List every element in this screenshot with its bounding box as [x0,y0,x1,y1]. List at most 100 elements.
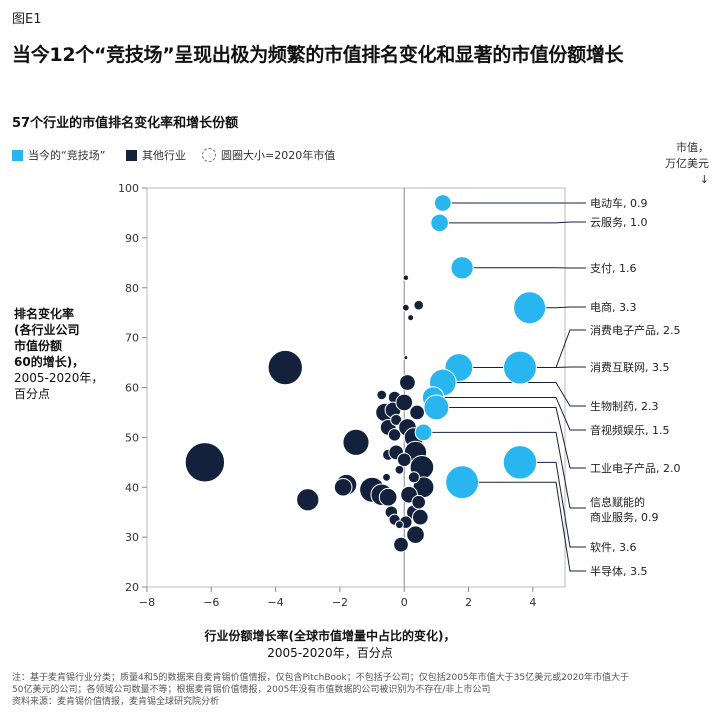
leader-line [540,306,586,309]
other-industry-point [402,274,410,282]
legend-swatch-other [126,149,137,161]
leader-line [440,396,586,431]
x-tick-label: 2 [465,596,472,609]
other-industry-point [378,487,398,507]
other-industry-point [296,488,320,512]
other-industry-point [411,508,429,526]
arena-point [503,350,537,385]
leader-line [531,366,586,369]
size-circle-icon [202,148,216,162]
other-industry-point [333,477,353,497]
legend-other: 其他行业 [126,147,186,163]
x-tick-label: 0 [401,596,408,609]
other-industry-point [401,303,410,312]
arena-label: 半导体, 3.5 [590,564,648,578]
arena-label: 消费互联网, 3.5 [590,360,670,374]
source-line: 资料来源：麦肯锡价值情报，麦肯锡全球研究院分析 [12,697,220,707]
other-industry-point [395,393,414,412]
chart-axes: 20 30 40 50 60 70 80 90 100 −8 −6 −4 −2 0 2 4 [118,182,566,609]
other-industry-point [409,404,425,421]
y-axis-label-line: (各行业公司 [14,323,80,337]
arena-label: 生物制药, 2.3 [590,399,659,413]
y-axis-label-line: 60的增长)， [14,355,85,369]
y-tick-label: 30 [125,531,139,544]
other-industry-point [399,374,416,391]
other-industry-point [413,299,425,311]
other-industry-point [411,494,427,510]
x-tick-label: −2 [332,596,348,609]
other-industry-point [387,428,402,442]
arena-label: 信息赋能的 [590,495,645,509]
x-tick-label: −6 [203,596,219,609]
arena-label: 消费电子产品, 2.5 [590,323,681,337]
other-industry-point [394,520,404,530]
arena-point [513,291,547,325]
arena-label: 电动车, 0.9 [590,196,648,210]
other-industry-point [267,349,303,386]
y-tick-label: 40 [125,481,139,494]
legend-size-label: 圆圈大小=2020年市值 [221,149,336,162]
arena-label: 工业电子产品, 2.0 [590,461,681,475]
other-industry-point [396,452,412,468]
y-axis-label-sub: 百分点 [14,387,51,401]
leader-line [429,431,586,509]
figure-label: 图E1 [12,12,42,27]
arena-label: 软件, 3.6 [590,540,637,554]
other-industry-point [382,472,391,482]
x-axis-label-main: 行业份额增长率(全球市值增量中占比的变化)， [204,629,456,643]
x-axis-label: 行业份额增长率(全球市值增量中占比的变化)， 2005-2020年，百分点 [180,628,480,662]
leader-line [531,461,586,548]
arena-labels: 电动车, 0.9 云服务, 1.0 支付, 1.6 电商, 3.3 消费电子产品, 2.… [590,196,681,578]
x-tick-label: −8 [139,596,155,609]
y-axis-label-line: 市值份额 [14,339,63,353]
arrow-down-icon: ↓ [699,173,709,186]
arena-label: 支付, 1.6 [590,262,637,275]
y-tick-label: 70 [125,332,139,345]
y-tick-label: 50 [125,431,139,444]
legend-swatch-arena [12,149,23,161]
other-series [184,274,435,553]
y-tick-label: 90 [125,232,139,245]
x-axis-label-sub: 2005-2020年，百分点 [267,646,393,660]
arena-point [430,213,449,233]
other-industry-point [184,442,226,483]
leader-line [445,221,586,224]
leader-line [473,481,586,572]
market-value-header: 市值， 万亿美元 ↓ [629,140,709,188]
y-axis-label: 排名变化率 (各行业公司 市值份额 60的增长)， 2005-2020年， 百分… [14,306,124,402]
y-tick-label: 80 [125,282,139,295]
footnote-line: 50亿美元的公司；各领域公司数量不等；根据麦肯锡价值情报，2005年没有市值数据… [12,685,491,695]
x-tick-label: 4 [529,596,536,609]
arena-label: 商业服务, 0.9 [590,510,659,524]
other-industry-point [407,314,415,322]
market-value-header-line1: 市值， [676,141,709,154]
leader-line [452,382,586,407]
plot-frame [146,187,566,588]
other-industry-point [406,525,425,544]
other-industry-point [394,464,405,475]
x-tick-label: −4 [268,596,284,609]
arena-point [414,423,433,442]
other-industry-point [393,536,409,553]
leader-line [445,406,586,469]
legend-other-label: 其他行业 [142,149,186,162]
arena-label: 电商, 3.3 [590,300,637,314]
other-industry-point [390,413,403,426]
other-industry-point [407,471,420,484]
footnote: 注：基于麦肯锡行业分类；质量4和5的数据来自麦肯锡价值情报，仅包含PitchBo… [12,672,712,708]
arena-point [423,394,450,421]
y-axis-label-sub: 2005-2020年， [14,371,104,385]
other-industry-point [403,355,409,361]
legend-size: 圆圈大小=2020年市值 [202,147,335,163]
chart-title: 57个行业的市值排名变化率和增长份额 [12,116,239,131]
legend-arena: 当今的“竞技场” [12,147,105,163]
arena-label: 云服务, 1.0 [590,216,648,229]
arena-series [414,194,547,500]
arena-point [445,465,480,500]
footnote-line: 注：基于麦肯锡行业分类；质量4和5的数据来自麦肯锡价值情报，仅包含PitchBo… [12,673,630,683]
arena-point [450,256,474,280]
y-tick-label: 60 [125,382,139,395]
y-tick-label: 20 [125,581,139,594]
other-industry-point [342,428,370,456]
